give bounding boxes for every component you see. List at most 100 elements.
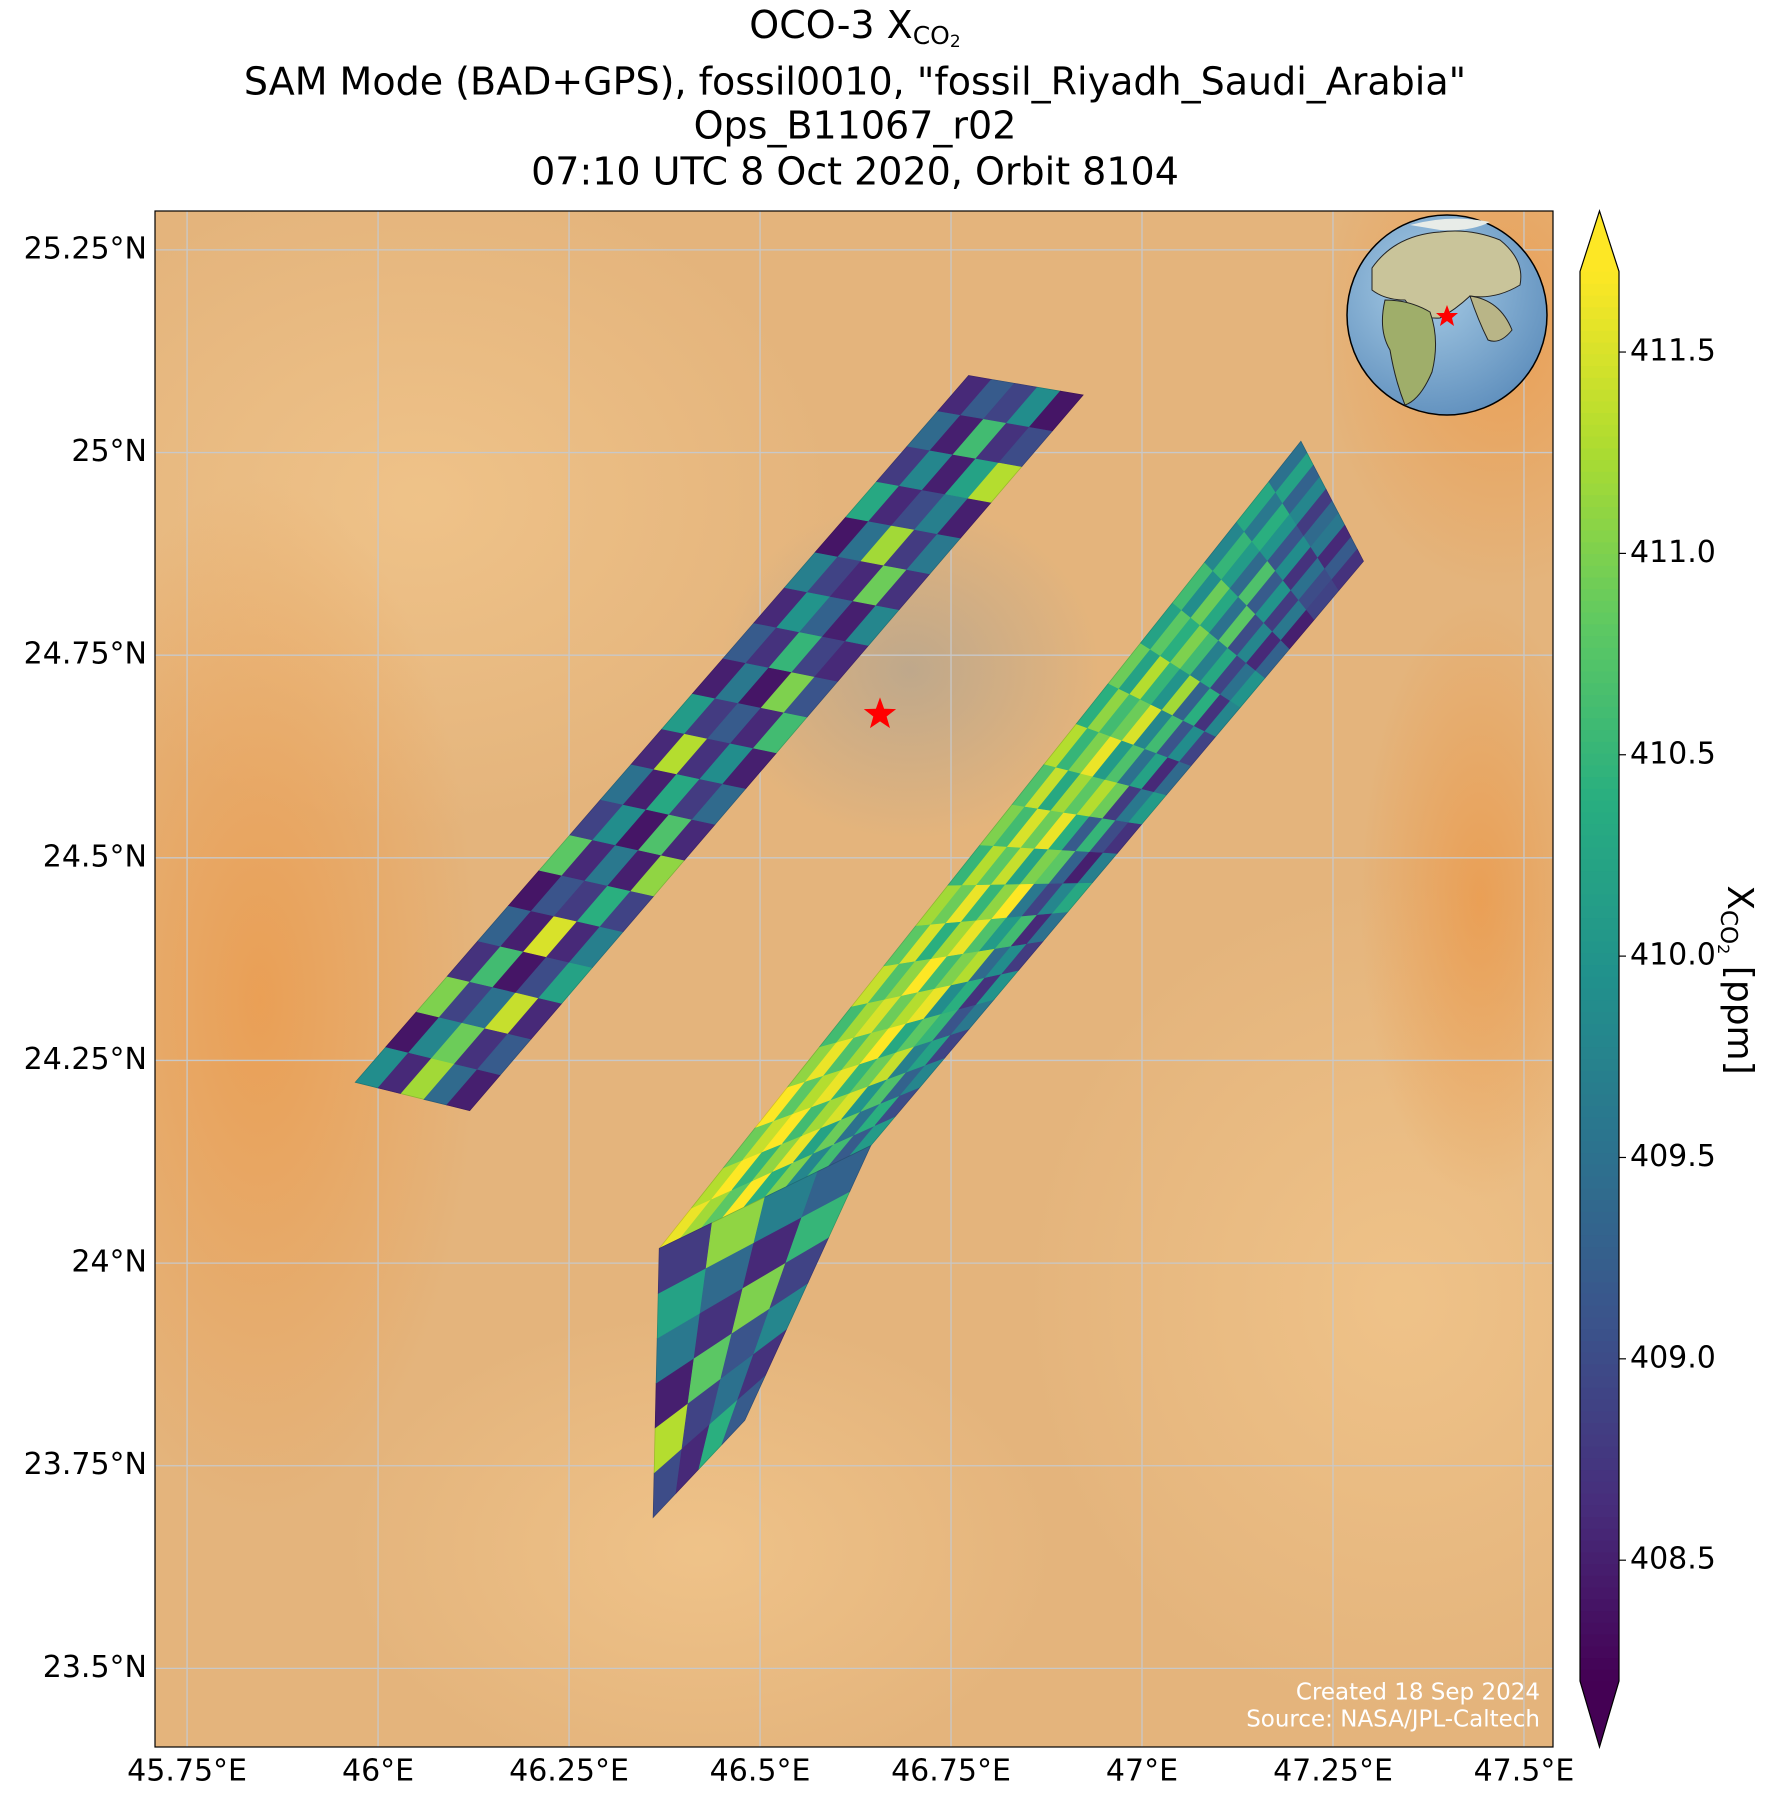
colorbar-strip bbox=[1580, 518, 1619, 531]
colorbar-strip bbox=[1580, 576, 1619, 590]
swath-outline bbox=[652, 1144, 872, 1519]
colorbar-strip bbox=[1580, 1457, 1619, 1471]
colorbar-strip bbox=[1580, 858, 1619, 872]
colorbar-strip bbox=[1580, 1469, 1619, 1482]
colorbar-strip bbox=[1580, 1199, 1619, 1212]
x-tick-label: 47.5°E bbox=[1474, 1754, 1575, 1789]
colorbar-strip bbox=[1580, 917, 1619, 930]
basemap-patch bbox=[340, 1310, 1060, 1747]
colorbar-strip bbox=[1580, 1516, 1619, 1529]
y-tick-label: 25°N bbox=[71, 434, 147, 469]
colorbar-strip bbox=[1580, 776, 1619, 789]
colorbar-strip bbox=[1580, 318, 1619, 331]
colorbar-strip bbox=[1580, 1011, 1619, 1024]
colorbar-strip bbox=[1580, 353, 1619, 367]
colorbar-strip bbox=[1580, 623, 1619, 637]
colorbar-strip bbox=[1580, 811, 1619, 825]
colorbar-strip bbox=[1580, 999, 1619, 1013]
y-tick-label: 24.25°N bbox=[24, 1042, 147, 1077]
colorbar-strip bbox=[1580, 1034, 1619, 1048]
colorbar-strip bbox=[1580, 435, 1619, 449]
colorbar-strip bbox=[1580, 271, 1619, 284]
colorbar-strip bbox=[1580, 1316, 1619, 1330]
colorbar-strip bbox=[1580, 706, 1619, 719]
x-tick-label: 46.5°E bbox=[710, 1754, 811, 1789]
subtitle: 07:10 UTC 8 Oct 2020, Orbit 8104 bbox=[531, 150, 1179, 194]
title-sub: CO bbox=[913, 21, 950, 50]
colorbar-strip bbox=[1580, 741, 1619, 754]
colorbar-tick-label: 410.5 bbox=[1630, 736, 1716, 771]
colorbar-strip bbox=[1580, 1222, 1619, 1236]
colorbar-strip bbox=[1580, 1399, 1619, 1412]
subtitle: Ops_B11067_r02 bbox=[694, 104, 1017, 148]
colorbar-strip bbox=[1580, 365, 1619, 378]
colorbar-strip bbox=[1580, 764, 1619, 778]
colorbar-strip bbox=[1580, 1634, 1619, 1647]
title: OCO-3 XCO2 bbox=[749, 3, 960, 53]
colorbar-strip bbox=[1580, 847, 1619, 860]
colorbar-strip bbox=[1580, 1023, 1619, 1036]
colorbar-strip bbox=[1580, 506, 1619, 519]
colorbar-strip bbox=[1580, 788, 1619, 801]
colorbar-strip bbox=[1580, 694, 1619, 707]
colorbar-strip bbox=[1580, 1340, 1619, 1353]
colorbar-strip bbox=[1580, 988, 1619, 1001]
x-tick-label: 46°E bbox=[342, 1754, 414, 1789]
colorbar-strip bbox=[1580, 1305, 1619, 1318]
colorbar-frame bbox=[1579, 209, 1620, 1750]
colorbar-strip bbox=[1580, 600, 1619, 613]
colorbar-strip bbox=[1580, 1587, 1619, 1600]
colorbar-extend-min bbox=[1580, 1681, 1619, 1747]
colorbar-strip bbox=[1580, 929, 1619, 942]
site-marker bbox=[863, 697, 897, 729]
colorbar-strip bbox=[1580, 1446, 1619, 1459]
colorbar-strip bbox=[1580, 494, 1619, 508]
colorbar-strip bbox=[1580, 1387, 1619, 1400]
colorbar-strip bbox=[1580, 447, 1619, 461]
colorbar-strip bbox=[1580, 1422, 1619, 1435]
colorbar-strip bbox=[1580, 1540, 1619, 1553]
globe-inset bbox=[1346, 214, 1548, 416]
colorbar-strip bbox=[1580, 1645, 1619, 1659]
colorbar-strip bbox=[1580, 800, 1619, 813]
colorbar-tick-label: 409.5 bbox=[1630, 1139, 1716, 1174]
colorbar-strip bbox=[1580, 1375, 1619, 1388]
swath-cell bbox=[801, 1144, 872, 1218]
colorbar-tick-label: 411.0 bbox=[1630, 535, 1716, 570]
basemap-patch bbox=[155, 480, 480, 1520]
colorbar-strip bbox=[1580, 1293, 1619, 1306]
colorbar-strip bbox=[1580, 1504, 1619, 1518]
x-tick-label: 47°E bbox=[1106, 1754, 1178, 1789]
colorbar-strip bbox=[1580, 964, 1619, 977]
colorbar-strip bbox=[1580, 1140, 1619, 1154]
y-tick-label: 25.25°N bbox=[24, 231, 147, 266]
colorbar-strip bbox=[1580, 400, 1619, 414]
colorbar-strip bbox=[1580, 1046, 1619, 1060]
colorbar-strip bbox=[1580, 1657, 1619, 1670]
colorbar-strip bbox=[1580, 905, 1619, 919]
colorbar-tick-label: 408.5 bbox=[1630, 1542, 1716, 1577]
title-block: OCO-3 XCO2 SAM Mode (BAD+GPS), fossil001… bbox=[244, 3, 1466, 194]
credit: Source: NASA/JPL-Caltech bbox=[1246, 1707, 1540, 1733]
colorbar-strip bbox=[1580, 1258, 1619, 1271]
colorbar-strip bbox=[1580, 1246, 1619, 1259]
colorbar-strip bbox=[1580, 882, 1619, 895]
y-tick-label: 24.75°N bbox=[24, 637, 147, 672]
colorbar-strip bbox=[1580, 1281, 1619, 1294]
colorbar-strip bbox=[1580, 283, 1619, 296]
colorbar-strip bbox=[1580, 670, 1619, 684]
colorbar-strip bbox=[1580, 1234, 1619, 1248]
swath-outline bbox=[354, 375, 1084, 1112]
colorbar-strip bbox=[1580, 870, 1619, 883]
colorbar-strip bbox=[1580, 377, 1619, 390]
y-tick-label: 23.5°N bbox=[43, 1650, 147, 1685]
colorbar-strip bbox=[1580, 1434, 1619, 1447]
colorbar-strip bbox=[1580, 659, 1619, 672]
globe-land bbox=[1381, 299, 1436, 406]
colorbar-strip bbox=[1580, 588, 1619, 601]
colorbar-strip bbox=[1580, 1058, 1619, 1071]
colorbar-strip bbox=[1580, 471, 1619, 484]
colorbar-strip bbox=[1580, 1551, 1619, 1565]
colorbar-strip bbox=[1580, 682, 1619, 695]
